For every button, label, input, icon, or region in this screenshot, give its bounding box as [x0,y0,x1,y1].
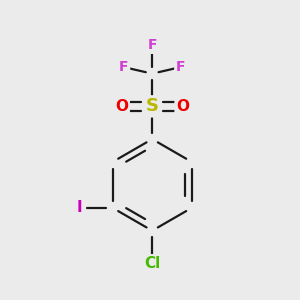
Text: S: S [146,98,159,116]
Text: O: O [115,99,128,114]
Text: F: F [119,60,129,74]
Text: I: I [77,200,83,215]
Text: F: F [147,38,157,52]
Text: F: F [176,60,185,74]
Text: Cl: Cl [144,256,160,271]
Text: O: O [176,99,189,114]
